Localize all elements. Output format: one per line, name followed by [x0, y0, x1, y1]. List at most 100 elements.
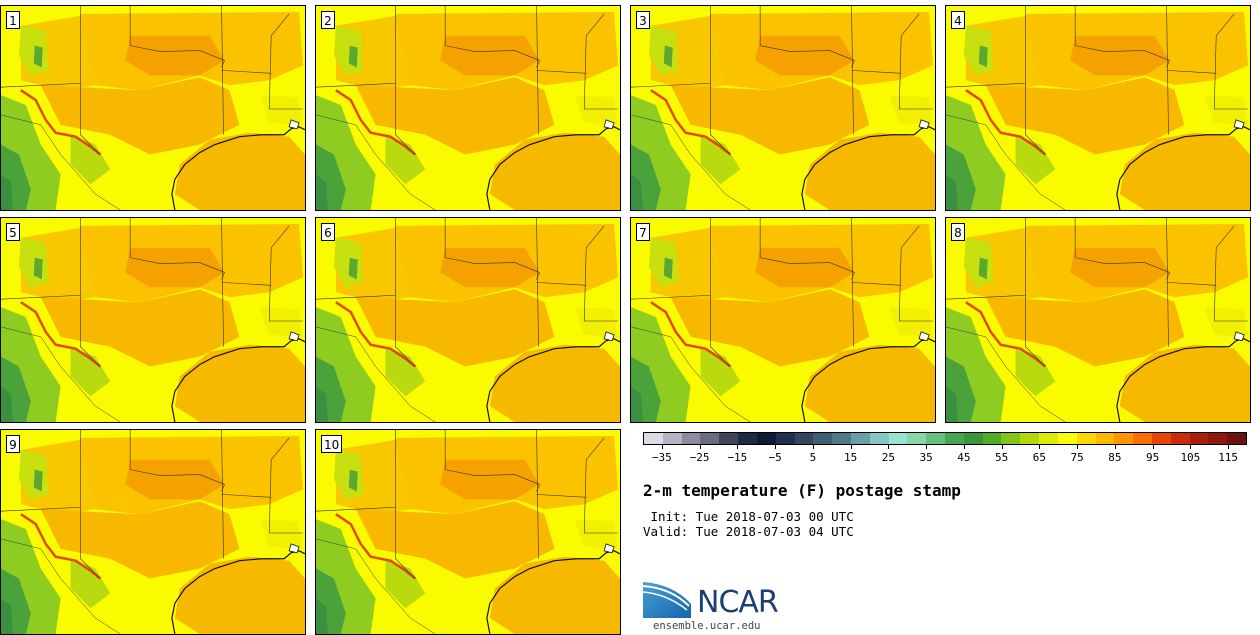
colorbar-tick-label: 45: [957, 451, 971, 464]
colorbar-swatch: [832, 433, 851, 444]
colorbar-swatch: [1095, 433, 1115, 444]
colorbar-swatch: [1076, 433, 1096, 444]
valid-time: Valid: Tue 2018-07-03 04 UTC: [643, 524, 854, 539]
member-number: 3: [636, 11, 650, 29]
colorbar-tick-label: 75: [1070, 451, 1084, 464]
stamp-panel: 9: [0, 429, 306, 635]
colorbar-swatch: [1189, 433, 1209, 444]
member-number: 8: [951, 223, 965, 241]
colorbar-tick: [812, 445, 814, 449]
colorbar-swatch: [813, 433, 833, 444]
colorbar-tick-label: 25: [881, 451, 895, 464]
member-number: 4: [951, 11, 965, 29]
temperature-map: [1, 218, 305, 422]
colorbar-tick: [1039, 445, 1041, 449]
colorbar-swatch: [1133, 433, 1152, 444]
colorbar-tick-label: 55: [995, 451, 1009, 464]
colorbar-swatch: [982, 433, 1002, 444]
stamp-panel: 5: [0, 217, 306, 423]
colorbar-tick-label: 105: [1180, 451, 1201, 464]
stamp-panel: 4: [945, 5, 1251, 211]
colorbar-swatch: [756, 433, 776, 444]
colorbar-swatch: [1057, 433, 1077, 444]
colorbar-tick-label: −15: [727, 451, 748, 464]
colorbar-tick: [1190, 445, 1192, 449]
colorbar-tick: [1001, 445, 1003, 449]
temperature-map: [631, 218, 935, 422]
ncar-logo: [643, 582, 691, 618]
colorbar-swatch: [850, 433, 870, 444]
colorbar-tick-label: 35: [919, 451, 933, 464]
temperature-colorbar: [643, 432, 1247, 445]
colorbar-tick-label: 85: [1108, 451, 1122, 464]
colorbar-swatch: [963, 433, 983, 444]
colorbar-tick-label: 65: [1032, 451, 1046, 464]
stamp-panel: 6: [315, 217, 621, 423]
colorbar-tick-label: −5: [768, 451, 782, 464]
colorbar-tick-label: 15: [844, 451, 858, 464]
colorbar-tick: [661, 445, 663, 449]
member-number: 1: [6, 11, 20, 29]
colorbar-tick: [737, 445, 739, 449]
member-number: 7: [636, 223, 650, 241]
colorbar-tick: [1228, 445, 1230, 449]
member-number: 6: [321, 223, 335, 241]
temperature-map: [946, 218, 1250, 422]
colorbar-swatch: [681, 433, 701, 444]
colorbar-swatch: [738, 433, 757, 444]
stamp-panel: 2: [315, 5, 621, 211]
stamp-panel: 8: [945, 217, 1251, 423]
stamp-panel: 3: [630, 5, 936, 211]
colorbar-swatch: [794, 433, 814, 444]
temperature-map: [946, 6, 1250, 210]
colorbar-tick: [963, 445, 965, 449]
colorbar-swatch: [644, 433, 663, 444]
temperature-map: [316, 218, 620, 422]
figure-title: 2-m temperature (F) postage stamp: [643, 481, 961, 500]
colorbar-tick-label: 115: [1218, 451, 1239, 464]
colorbar-swatch: [700, 433, 720, 444]
member-number: 10: [321, 435, 343, 453]
stamp-panel: 7: [630, 217, 936, 423]
member-number: 2: [321, 11, 335, 29]
colorbar-swatch: [662, 433, 682, 444]
colorbar-tick: [1077, 445, 1079, 449]
colorbar-swatch: [775, 433, 795, 444]
colorbar-tick: [926, 445, 928, 449]
colorbar-tick: [850, 445, 852, 449]
colorbar-swatch: [1114, 433, 1134, 444]
colorbar-tick: [1114, 445, 1116, 449]
colorbar-swatch: [926, 433, 945, 444]
colorbar-swatch: [888, 433, 908, 444]
colorbar-swatch: [1001, 433, 1021, 444]
member-number: 9: [6, 435, 20, 453]
colorbar-swatch: [1208, 433, 1228, 444]
colorbar-tick: [1152, 445, 1154, 449]
temperature-map: [316, 430, 620, 634]
colorbar-swatch: [1039, 433, 1058, 444]
init-time: Init: Tue 2018-07-03 00 UTC: [643, 509, 854, 524]
colorbar-swatch: [869, 433, 889, 444]
temperature-map: [1, 6, 305, 210]
stamp-panel: 10: [315, 429, 621, 635]
colorbar-tick-label: −35: [651, 451, 672, 464]
colorbar-tick-label: 5: [809, 451, 817, 464]
colorbar-tick: [699, 445, 701, 449]
site-url: ensemble.ucar.edu: [653, 620, 761, 632]
colorbar-swatch: [945, 433, 964, 444]
colorbar-swatch: [1020, 433, 1040, 444]
temperature-map: [631, 6, 935, 210]
colorbar-tick-label: 95: [1146, 451, 1160, 464]
temperature-map: [1, 430, 305, 634]
colorbar-swatch: [1170, 433, 1190, 444]
temperature-map: [316, 6, 620, 210]
colorbar-tick-label: −25: [689, 451, 710, 464]
member-number: 5: [6, 223, 20, 241]
colorbar-swatch: [1151, 433, 1171, 444]
colorbar-tick: [775, 445, 777, 449]
colorbar-tick: [888, 445, 890, 449]
ncar-logo-text: NCAR: [697, 585, 779, 620]
colorbar-swatch: [907, 433, 927, 444]
colorbar-ticks: −35 −25 −15 −5 5 15 25 35 45 55 65 75 85 95 105 115: [643, 445, 1247, 465]
colorbar-swatch: [1227, 433, 1246, 444]
